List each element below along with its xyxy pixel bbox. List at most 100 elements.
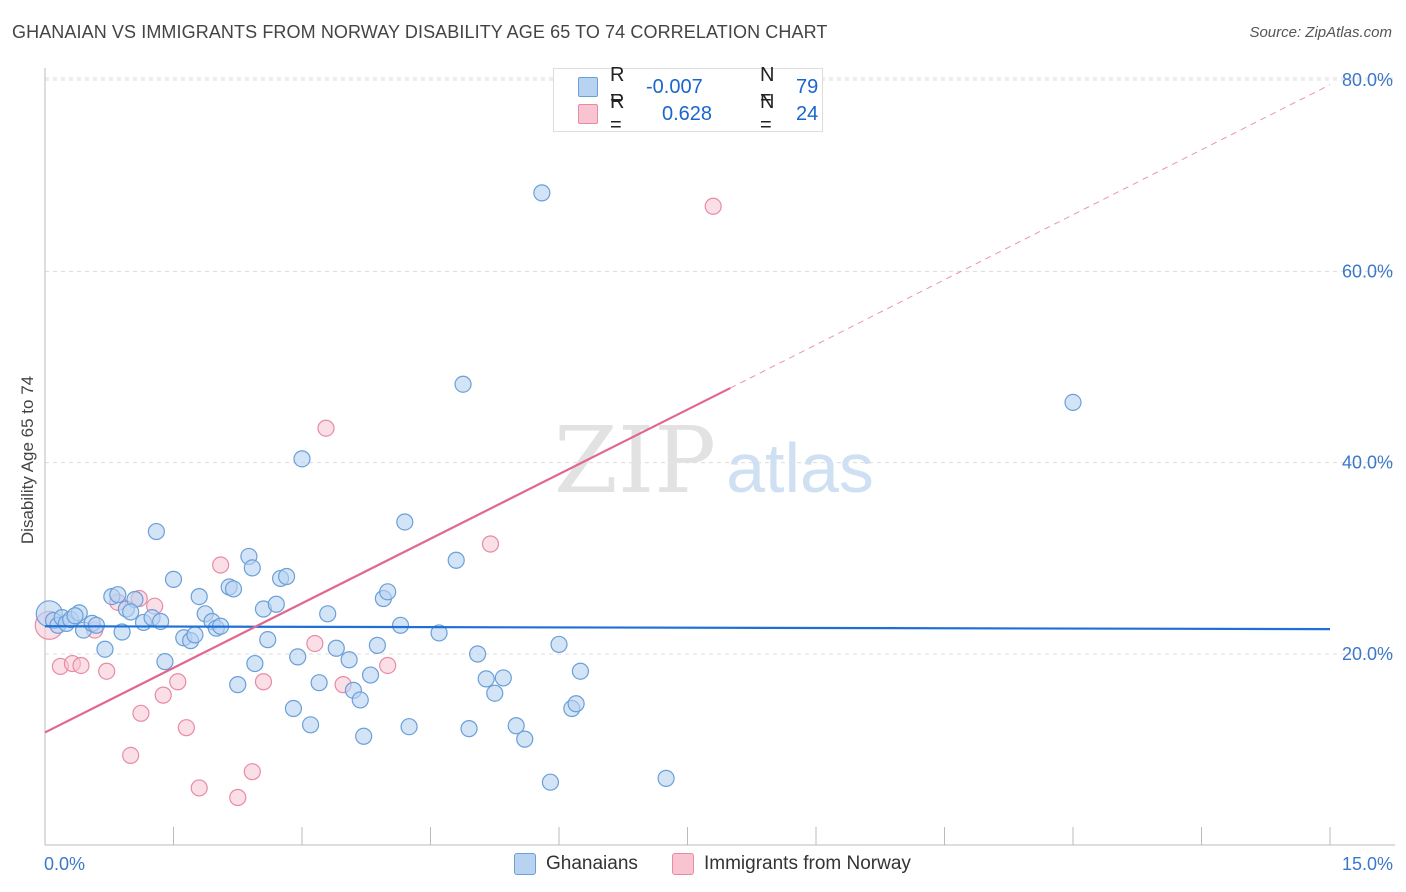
legend-n-value: 79: [796, 75, 819, 98]
ghanaian-point: [340, 651, 358, 669]
norway-point: [306, 634, 324, 653]
watermark-atlas: atlas: [726, 429, 874, 507]
trend-lines: [44, 84, 1331, 734]
norway-point: [317, 419, 335, 437]
series-ghanaians-points: [35, 184, 1082, 791]
ghanaian-point: [454, 375, 472, 393]
norway-point: [229, 788, 247, 807]
ghanaian-point: [351, 691, 369, 709]
ghanaian-point: [1064, 393, 1082, 411]
watermark-zip: ZIP: [554, 407, 716, 514]
ghanaian-point: [571, 662, 590, 680]
ghanaian-point: [289, 648, 307, 666]
y-tick-label: 40.0%: [1342, 453, 1393, 473]
norway-point: [154, 686, 172, 704]
y-tick-label: 80.0%: [1342, 70, 1393, 90]
norway-point: [122, 746, 140, 765]
ghanaian-point: [391, 616, 410, 634]
legend-swatch-blue: [578, 77, 598, 97]
legend-n-value: 24: [796, 102, 819, 125]
ghanaian-point: [507, 717, 525, 735]
norway-point: [98, 662, 116, 680]
ghanaian-point: [541, 773, 560, 791]
ghanaian-point: [246, 654, 264, 673]
ghanaian-point: [229, 676, 247, 694]
ghanaian-point: [368, 636, 386, 654]
ghanaian-point: [396, 513, 414, 531]
chart-title: GHANAIAN VS IMMIGRANTS FROM NORWAY DISAB…: [12, 22, 828, 42]
axes: [44, 68, 1395, 846]
chart-source: Source: ZipAtlas.com: [1249, 24, 1392, 41]
ghanaian-point: [430, 624, 448, 642]
norway-point: [481, 535, 500, 553]
ghanaian-point: [486, 684, 504, 702]
ghanaian-point: [301, 716, 320, 734]
ghanaian-point: [494, 669, 512, 687]
stats-legend: R = -0.007 N = 79 R = 0.628 N = 24: [553, 64, 823, 136]
ghanaian-point: [361, 666, 380, 684]
legend-r-label: R =: [610, 91, 625, 136]
legend-n-label: N =: [760, 64, 775, 109]
norway-point: [72, 656, 90, 675]
ghanaian-point: [355, 727, 373, 745]
watermark: ZIP atlas: [554, 407, 874, 514]
ghanaian-point: [190, 587, 208, 606]
legend-r-value: 0.628: [662, 102, 713, 125]
norway-point: [704, 197, 722, 215]
norway-point: [169, 673, 187, 691]
ghanaian-point: [460, 720, 478, 738]
ghanaian-point: [284, 699, 303, 718]
legend-item-norway[interactable]: Immigrants from Norway: [672, 852, 911, 876]
norway-point: [177, 719, 195, 737]
ghanaian-point: [516, 730, 534, 748]
norway-trend-line: [44, 387, 731, 734]
x-tick-label-min: 0.0%: [44, 854, 85, 874]
ghanaian-point: [224, 580, 243, 598]
ghanaians-trend-line: [44, 625, 1331, 631]
tick-labels: 20.0% 40.0% 60.0% 80.0% 0.0% 15.0%: [44, 70, 1393, 874]
norway-point: [379, 656, 397, 675]
legend-n-label: N =: [760, 91, 775, 136]
ghanaian-point: [66, 607, 84, 625]
ghanaian-point: [147, 522, 165, 541]
legend-r-value: -0.007: [646, 75, 703, 98]
ghanaian-point: [657, 769, 675, 787]
ghanaian-point: [267, 595, 285, 613]
y-tick-label: 20.0%: [1342, 644, 1393, 664]
legend-swatch-pink: [672, 853, 694, 875]
bottom-legend: Ghanaians Immigrants from Norway: [0, 852, 1406, 876]
ghanaian-point: [156, 653, 174, 671]
ghanaian-point: [243, 559, 261, 577]
ghanaian-point: [310, 674, 328, 692]
x-tick-label-max: 15.0%: [1342, 854, 1393, 874]
ghanaian-point: [400, 718, 418, 736]
ghanaian-point: [122, 603, 140, 621]
legend-swatch-blue: [514, 853, 536, 875]
ghanaian-point: [477, 670, 495, 688]
legend-r-label: R =: [610, 64, 625, 109]
ghanaian-point: [164, 570, 183, 588]
ghanaian-point: [109, 586, 127, 604]
ghanaian-point: [447, 551, 465, 569]
legend-label-norway: Immigrants from Norway: [704, 853, 911, 874]
legend-item-ghanaians[interactable]: Ghanaians: [514, 852, 638, 876]
ghanaian-point: [259, 631, 277, 649]
ghanaian-point: [186, 626, 204, 644]
y-tick-label: 60.0%: [1342, 261, 1393, 281]
norway-trend-extension: [730, 84, 1331, 389]
ghanaian-point: [533, 184, 551, 202]
ghanaian-point: [293, 450, 311, 468]
norway-point: [243, 763, 261, 781]
ghanaian-point: [550, 635, 568, 654]
ghanaian-point: [567, 695, 585, 713]
legend-label-ghanaians: Ghanaians: [546, 853, 638, 874]
ghanaian-point: [469, 645, 487, 663]
ghanaian-point: [277, 567, 296, 586]
ghanaian-point: [319, 605, 337, 623]
norway-point: [212, 556, 230, 574]
ghanaian-point: [327, 639, 345, 657]
norway-point: [254, 673, 273, 691]
legend-swatch-pink: [578, 104, 598, 124]
norway-point: [132, 704, 150, 722]
